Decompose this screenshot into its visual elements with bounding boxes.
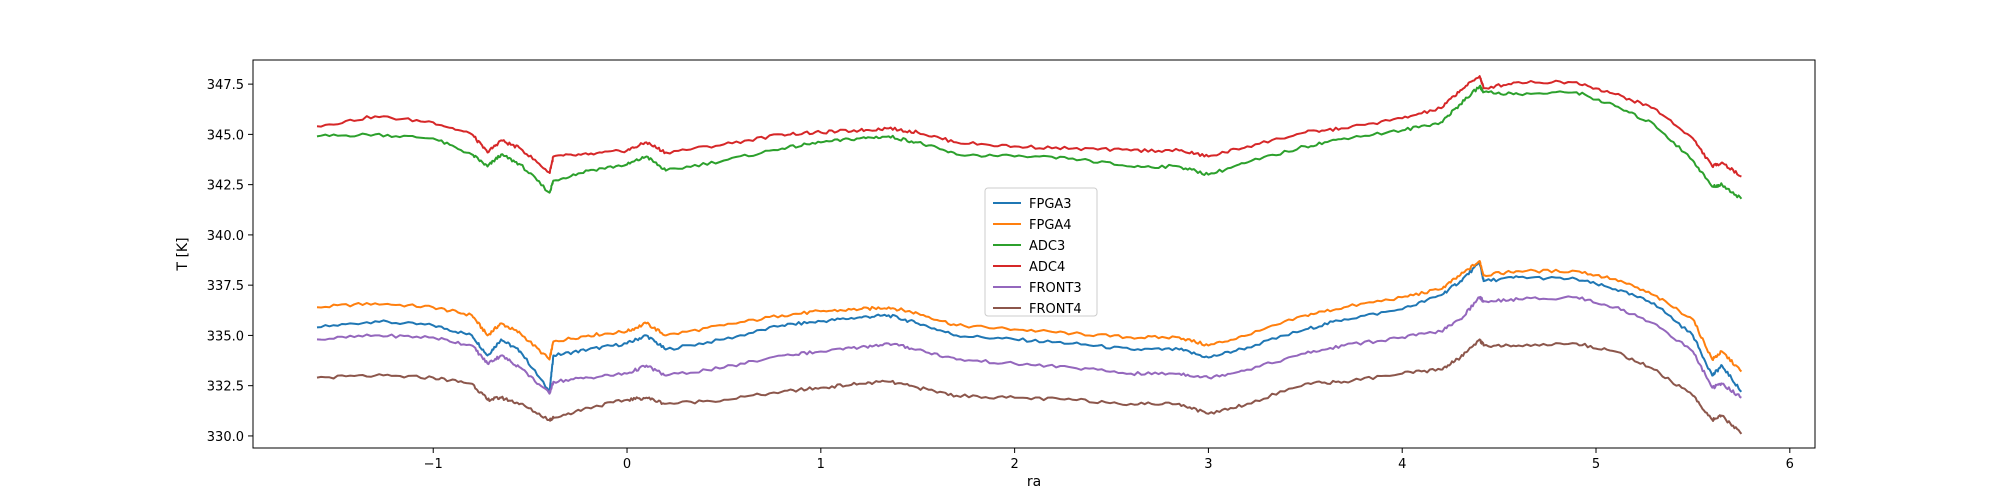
series-line-adc3 [316,84,1743,200]
y-tick-label: 345.0 [207,128,244,143]
y-tick-label: 342.5 [207,179,244,194]
series-line-adc4 [316,75,1742,178]
series-layer [316,75,1743,435]
series-line-fpga4 [316,260,1743,373]
y-tick-label: 335.0 [207,329,244,344]
y-tick-label: 337.5 [207,279,244,294]
x-tick-label: 4 [1398,457,1406,472]
legend-label: ADC3 [1029,239,1065,254]
legend-label: ADC4 [1029,260,1065,275]
legend-label: FPGA4 [1029,218,1072,233]
y-axis: 330.0 332.5 335.0 337.5 340.0 342.5 345.0 347.5 [207,78,253,445]
x-tick-label: −1 [424,457,443,472]
y-tick-label: 347.5 [207,78,244,93]
series-line-fpga3 [316,262,1743,393]
x-axis: −1 0 1 2 3 4 5 6 [424,448,1794,472]
axes-frame [252,59,1816,449]
x-axis-label: ra [1027,474,1041,490]
x-tick-label: 1 [817,457,825,472]
y-tick-label: 340.0 [207,229,244,244]
series-line-front4 [316,338,1743,435]
legend-label: FRONT4 [1029,302,1082,317]
legend-box [984,187,1098,317]
x-tick-label: 5 [1592,457,1600,472]
legend: FPGA3 FPGA4 ADC3 ADC4 FRONT3 FRONT4 [984,187,1098,317]
legend-label: FRONT3 [1029,281,1082,296]
x-tick-label: 0 [623,457,631,472]
legend-label: FPGA3 [1029,197,1072,212]
y-axis-label: T [K] [175,237,191,271]
y-tick-label: 330.0 [207,430,244,445]
y-tick-label: 332.5 [207,380,244,395]
series-line-front3 [316,295,1742,399]
x-tick-label: 6 [1786,457,1794,472]
x-tick-label: 3 [1204,457,1212,472]
x-tick-label: 2 [1010,457,1018,472]
